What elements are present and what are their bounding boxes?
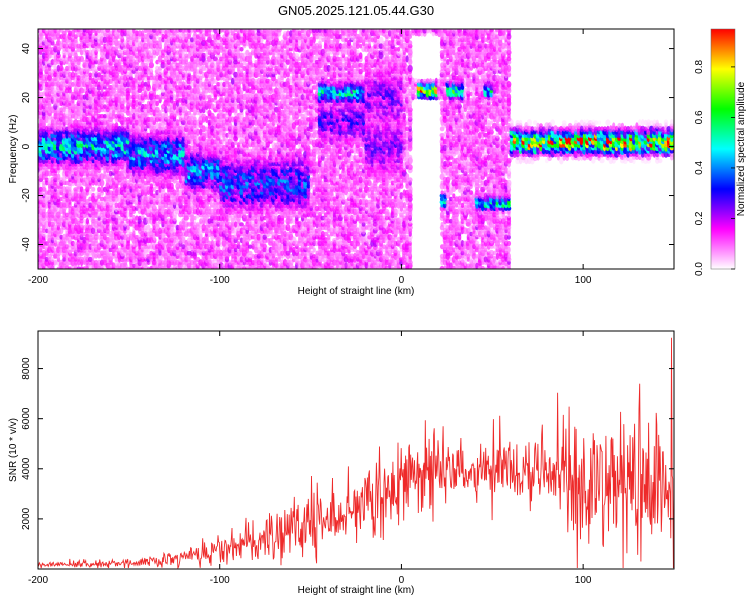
heatmap-cell <box>42 97 46 104</box>
heatmap-cell <box>61 30 67 36</box>
heatmap-cell <box>44 29 49 34</box>
heatmap-cell <box>44 177 49 183</box>
heatmap-cell <box>50 78 55 85</box>
heatmap-cell <box>65 262 69 269</box>
heatmap-cell <box>41 37 47 43</box>
heatmap-cell <box>41 180 46 186</box>
heatmap-cell <box>47 59 52 65</box>
heatmap-cell <box>44 211 49 218</box>
heatmap-cell <box>55 120 61 125</box>
heatmap-cell <box>53 43 58 49</box>
heatmap-cell <box>41 231 47 237</box>
heatmap-cell <box>50 69 55 75</box>
heatmap-cell <box>53 65 58 72</box>
heatmap-cell <box>44 256 49 262</box>
heatmap-cell <box>47 29 52 33</box>
heatmap-cell <box>38 64 44 73</box>
heatmap-cell <box>42 52 46 59</box>
heatmap-cell <box>237 241 241 246</box>
heatmap-cell <box>42 91 46 97</box>
heatmap-cell <box>56 106 61 114</box>
heatmap-cell <box>169 182 174 190</box>
heatmap-cell <box>38 170 44 177</box>
heatmap-cell <box>50 256 55 262</box>
figure-title: GN05.2025.121.05.44.G30 <box>278 3 434 18</box>
heatmap-cells <box>38 29 674 269</box>
heatmap-cell <box>99 179 105 187</box>
heatmap-cell <box>50 94 55 100</box>
heatmap-cell <box>38 52 44 59</box>
heatmap-cell <box>132 29 136 34</box>
heatmap-cell <box>53 259 58 266</box>
heatmap-cell <box>59 34 64 40</box>
heatmap-cell <box>59 107 64 113</box>
heatmap-cell <box>61 260 67 266</box>
heatmap-cell <box>38 91 44 97</box>
heatmap-cell <box>155 100 159 107</box>
heatmap-cell <box>45 228 49 234</box>
heatmap-cell <box>56 64 61 72</box>
heatmap-cell <box>65 255 69 263</box>
heatmap-cell <box>91 186 96 192</box>
heatmap-cell <box>53 253 58 259</box>
heatmap-cell <box>47 177 52 183</box>
heatmap-cell <box>59 80 63 88</box>
heatmap-cell <box>41 249 46 257</box>
heatmap-cell <box>44 234 49 240</box>
heatmap-cell <box>50 116 55 123</box>
heatmap-cell <box>45 81 49 88</box>
heatmap-cell <box>62 192 67 199</box>
heatmap-cell <box>132 214 136 222</box>
heatmap-cell <box>103 104 107 109</box>
